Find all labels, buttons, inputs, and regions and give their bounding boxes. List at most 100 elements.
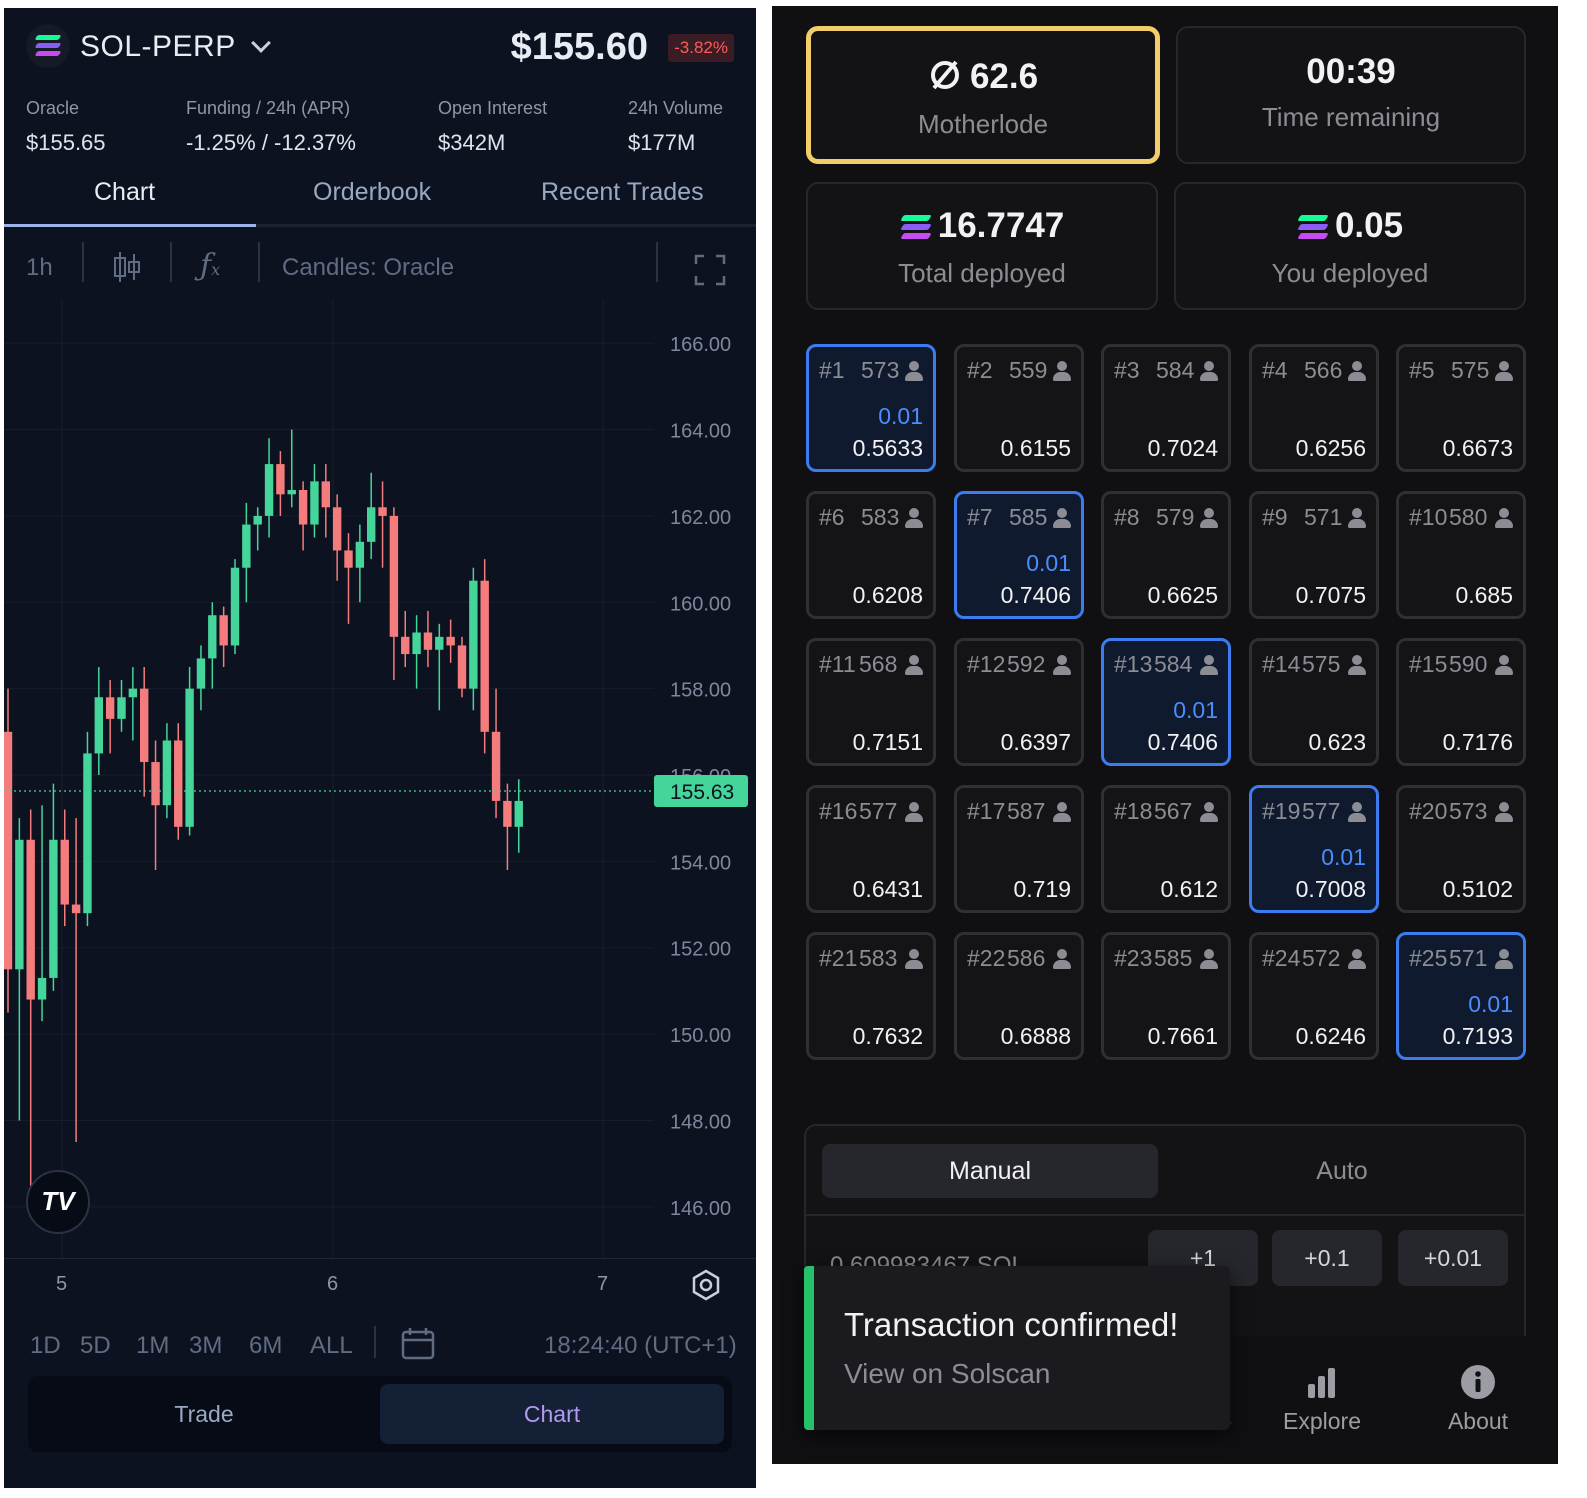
candle-body xyxy=(94,697,103,754)
increment-0.01-button[interactable]: +0.01 xyxy=(1398,1230,1508,1286)
auto-mode-button[interactable]: Auto xyxy=(1316,1157,1368,1185)
block-miner-count: 577 xyxy=(859,798,898,824)
candle-body xyxy=(140,688,149,763)
calendar-icon[interactable] xyxy=(400,1326,436,1360)
block-miner-count: 568 xyxy=(859,651,898,677)
block-value: 0.612 xyxy=(1160,876,1218,902)
block-value: 0.5633 xyxy=(852,435,923,461)
block-tile[interactable]: #22 586 0.6888 xyxy=(954,932,1084,1060)
chevron-down-icon[interactable] xyxy=(251,33,271,53)
indicators-icon[interactable]: ƒx xyxy=(200,248,221,283)
block-tile[interactable]: #4 566 0.6256 xyxy=(1249,344,1379,472)
block-tile[interactable]: #1 573 0.01 0.5633 xyxy=(806,344,936,472)
total-deployed-label: Total deployed xyxy=(898,258,1066,288)
block-tile[interactable]: #20 573 0.5102 xyxy=(1396,785,1526,913)
block-value: 0.685 xyxy=(1455,582,1513,608)
user-icon xyxy=(905,508,923,528)
user-icon xyxy=(1348,508,1366,528)
candle-body xyxy=(117,697,126,719)
user-icon xyxy=(1053,361,1071,381)
block-tile[interactable]: #6 583 0.6208 xyxy=(806,491,936,619)
info-icon xyxy=(1461,1365,1495,1399)
candle-body xyxy=(435,636,444,650)
candle-body xyxy=(378,507,387,516)
block-tile[interactable]: #12 592 0.6397 xyxy=(954,638,1084,766)
range-all[interactable]: ALL xyxy=(310,1332,353,1359)
nav-about[interactable]: About xyxy=(1422,1338,1534,1438)
candle-body xyxy=(321,481,330,508)
settings-icon[interactable] xyxy=(690,1269,722,1301)
stat-label-funding: Funding / 24h (APR) xyxy=(186,98,351,118)
candle-body xyxy=(242,524,251,568)
trade-tab[interactable]: Trade xyxy=(174,1401,234,1427)
block-tile[interactable]: #24 572 0.6246 xyxy=(1249,932,1379,1060)
range-1m[interactable]: 1M xyxy=(136,1332,170,1359)
chart-tab[interactable]: Chart xyxy=(380,1384,724,1444)
block-id: #23 xyxy=(1114,945,1153,971)
block-tile[interactable]: #11 568 0.7151 xyxy=(806,638,936,766)
candle-style-icon[interactable] xyxy=(112,250,142,284)
y-tick-label: 154.00 xyxy=(670,852,731,874)
block-id: #17 xyxy=(967,798,1006,824)
nav-explore[interactable]: Explore xyxy=(1262,1338,1382,1438)
last-price-label: 155.63 xyxy=(670,781,734,804)
toast-accent-bar xyxy=(804,1266,814,1430)
price-chart[interactable]: 166.00164.00162.00160.00158.00156.00154.… xyxy=(4,300,756,1260)
block-tile[interactable]: #18 567 0.612 xyxy=(1101,785,1231,913)
range-5d[interactable]: 5D xyxy=(80,1332,111,1359)
block-tile[interactable]: #10 580 0.685 xyxy=(1396,491,1526,619)
block-id: #6 xyxy=(819,504,845,530)
candle-body xyxy=(276,464,285,495)
candle-body xyxy=(253,515,262,525)
block-tile[interactable]: #16 577 0.6431 xyxy=(806,785,936,913)
block-tile[interactable]: #9 571 0.7075 xyxy=(1249,491,1379,619)
user-icon xyxy=(1200,949,1218,969)
toast-title: Transaction confirmed! xyxy=(844,1306,1179,1343)
block-value: 0.7176 xyxy=(1442,729,1513,755)
block-tile[interactable]: #3 584 0.7024 xyxy=(1101,344,1231,472)
market-symbol[interactable]: SOL-PERP xyxy=(80,30,236,63)
you-deployed-label: You deployed xyxy=(1271,258,1429,288)
range-6m[interactable]: 6M xyxy=(249,1332,283,1359)
toolbar-divider xyxy=(258,242,260,282)
block-miner-count: 587 xyxy=(1007,798,1046,824)
block-tile[interactable]: #8 579 0.6625 xyxy=(1101,491,1231,619)
block-miner-count: 567 xyxy=(1154,798,1193,824)
fullscreen-icon[interactable] xyxy=(694,254,726,286)
candle-body xyxy=(344,550,353,568)
block-miner-count: 584 xyxy=(1156,357,1195,383)
block-tile[interactable]: #14 575 0.623 xyxy=(1249,638,1379,766)
block-value: 0.7008 xyxy=(1295,876,1366,902)
tab-chart[interactable]: Chart xyxy=(94,178,156,206)
block-tile[interactable]: #21 583 0.7632 xyxy=(806,932,936,1060)
block-tile[interactable]: #23 585 0.7661 xyxy=(1101,932,1231,1060)
tradingview-logo[interactable]: TV xyxy=(26,1170,90,1234)
candles-source-label[interactable]: Candles: Oracle xyxy=(282,254,455,281)
tab-orderbook[interactable]: Orderbook xyxy=(313,178,432,206)
bottom-nav xyxy=(1232,1336,1558,1464)
range-3m[interactable]: 3M xyxy=(189,1332,223,1359)
candle-body xyxy=(71,904,81,914)
block-tile[interactable]: #25 571 0.01 0.7193 xyxy=(1396,932,1526,1060)
block-value: 0.5102 xyxy=(1442,876,1513,902)
block-tile[interactable]: #19 577 0.01 0.7008 xyxy=(1249,785,1379,913)
range-1d[interactable]: 1D xyxy=(30,1332,61,1359)
transaction-toast[interactable]: Transaction confirmed! View on Solscan xyxy=(804,1266,1230,1430)
tab-recent-trades[interactable]: Recent Trades xyxy=(541,178,704,206)
block-tile[interactable]: #2 559 0.6155 xyxy=(954,344,1084,472)
user-icon xyxy=(905,361,923,381)
sol-icon xyxy=(900,214,932,240)
manual-mode-button[interactable]: Manual xyxy=(822,1144,1158,1198)
increment-0.1-button[interactable]: +0.1 xyxy=(1272,1230,1382,1286)
block-tile[interactable]: #5 575 0.6673 xyxy=(1396,344,1526,472)
block-tile[interactable]: #17 587 0.719 xyxy=(954,785,1084,913)
solscan-link[interactable]: View on Solscan xyxy=(844,1358,1051,1389)
block-tile[interactable]: #15 590 0.7176 xyxy=(1396,638,1526,766)
block-tile[interactable]: #13 584 0.01 0.7406 xyxy=(1101,638,1231,766)
interval-selector[interactable]: 1h xyxy=(26,254,53,281)
stat-value-volume: $177M xyxy=(628,130,696,155)
block-id: #8 xyxy=(1114,504,1140,530)
user-icon xyxy=(1495,949,1513,969)
block-id: #13 xyxy=(1114,651,1153,677)
block-tile[interactable]: #7 585 0.01 0.7406 xyxy=(954,491,1084,619)
